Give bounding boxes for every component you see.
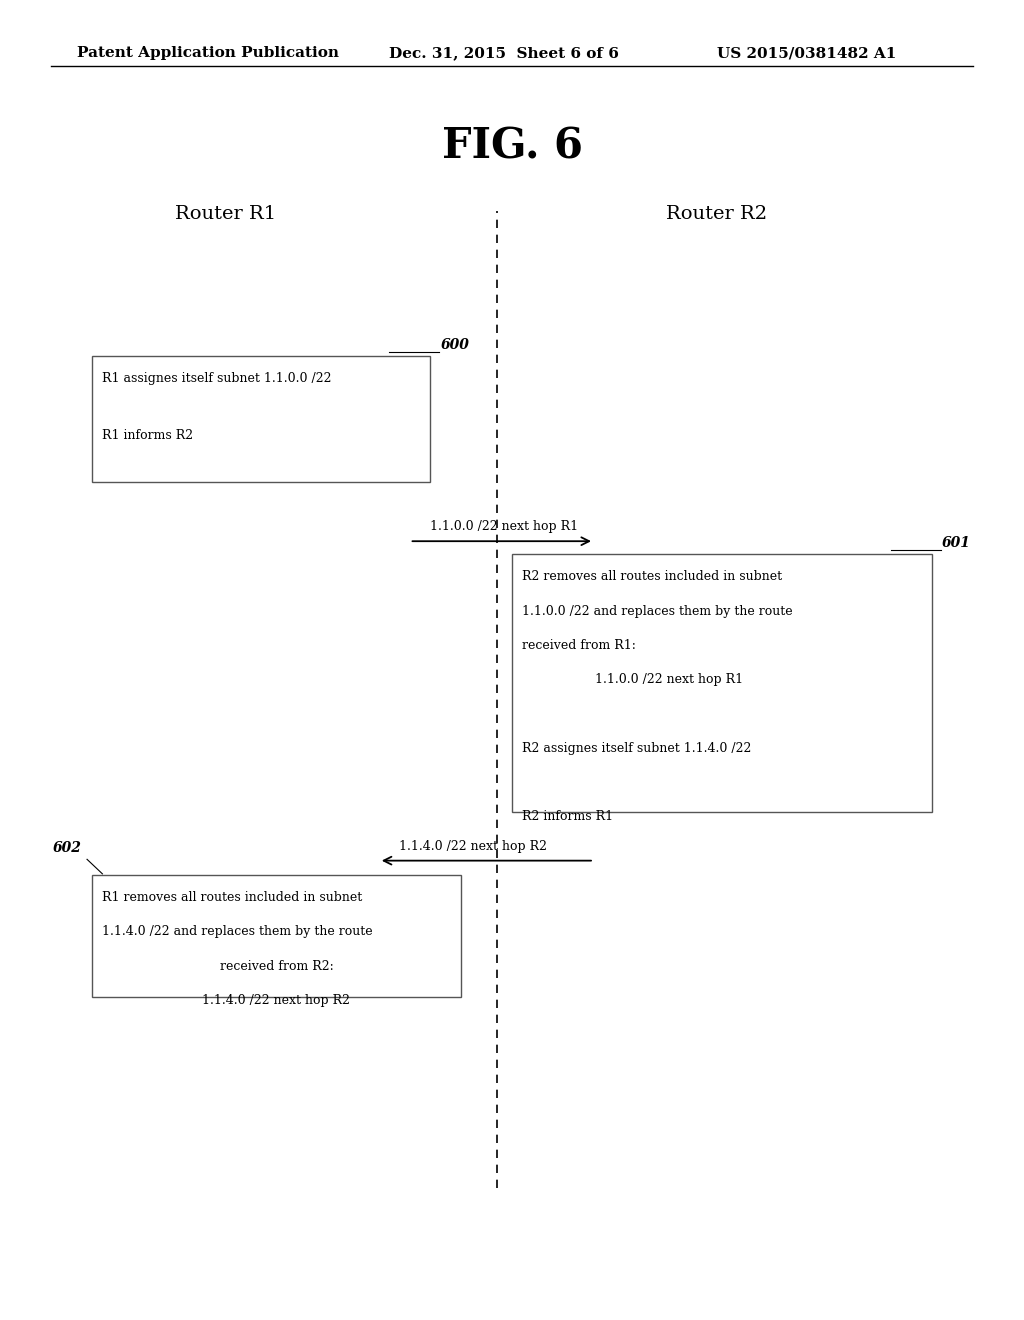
- Text: 1.1.0.0 /22 next hop R1: 1.1.0.0 /22 next hop R1: [430, 520, 579, 533]
- Text: R2 assignes itself subnet 1.1.4.0 /22: R2 assignes itself subnet 1.1.4.0 /22: [522, 742, 752, 755]
- Text: 1.1.4.0 /22 next hop R2: 1.1.4.0 /22 next hop R2: [203, 994, 350, 1007]
- Text: 1.1.4.0 /22 and replaces them by the route: 1.1.4.0 /22 and replaces them by the rou…: [102, 925, 373, 939]
- Text: R1 removes all routes included in subnet: R1 removes all routes included in subnet: [102, 891, 362, 904]
- Text: received from R1:: received from R1:: [522, 639, 636, 652]
- Text: 600: 600: [440, 338, 469, 352]
- Text: R2 removes all routes included in subnet: R2 removes all routes included in subnet: [522, 570, 782, 583]
- Text: US 2015/0381482 A1: US 2015/0381482 A1: [717, 46, 896, 61]
- Text: 1.1.0.0 /22 next hop R1: 1.1.0.0 /22 next hop R1: [563, 673, 743, 686]
- Text: Router R1: Router R1: [175, 205, 275, 223]
- Text: 601: 601: [942, 536, 971, 550]
- FancyBboxPatch shape: [92, 356, 430, 482]
- FancyBboxPatch shape: [512, 554, 932, 812]
- Text: FIG. 6: FIG. 6: [441, 125, 583, 168]
- Text: Router R2: Router R2: [667, 205, 767, 223]
- Text: Dec. 31, 2015  Sheet 6 of 6: Dec. 31, 2015 Sheet 6 of 6: [389, 46, 618, 61]
- Text: Patent Application Publication: Patent Application Publication: [77, 46, 339, 61]
- Text: R1 assignes itself subnet 1.1.0.0 /22: R1 assignes itself subnet 1.1.0.0 /22: [102, 372, 332, 385]
- Text: 1.1.0.0 /22 and replaces them by the route: 1.1.0.0 /22 and replaces them by the rou…: [522, 605, 793, 618]
- Text: 1.1.4.0 /22 next hop R2: 1.1.4.0 /22 next hop R2: [399, 840, 548, 853]
- Text: received from R2:: received from R2:: [219, 960, 334, 973]
- Text: 602: 602: [53, 841, 82, 855]
- Text: R1 informs R2: R1 informs R2: [102, 429, 194, 442]
- FancyBboxPatch shape: [92, 875, 461, 997]
- Text: R2 informs R1: R2 informs R1: [522, 810, 613, 824]
